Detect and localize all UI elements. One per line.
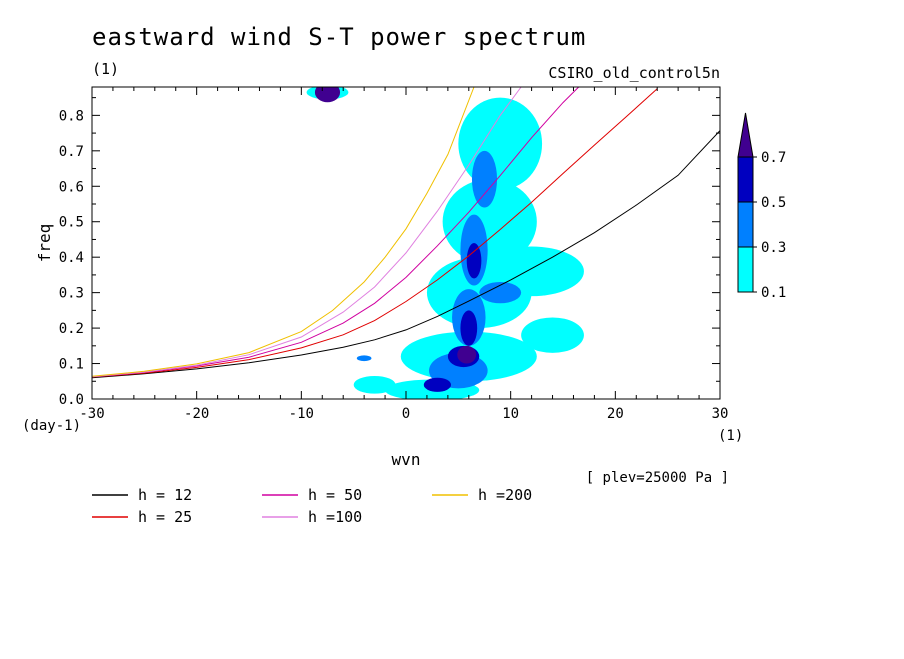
x-tick-label: 0 (402, 406, 410, 422)
contour-region-19 (314, 87, 341, 103)
contour-region-13 (479, 282, 522, 304)
x-tick-label: 20 (607, 406, 624, 422)
legend: h = 12 h = 25 h = 50 h =100 h =200 (92, 486, 532, 526)
legend-label-4: h =200 (478, 486, 532, 504)
legend-label-1: h = 25 (138, 508, 192, 526)
y-tick-label: 0.4 (59, 250, 84, 266)
x-tick-label: 30 (712, 406, 729, 422)
contour-region-17 (423, 377, 452, 392)
curve-2 (92, 87, 580, 378)
contour-region-12 (471, 150, 498, 208)
contour-region-8 (353, 375, 396, 394)
y-tick-label: 0.3 (59, 286, 84, 302)
x-tick-label: -30 (79, 406, 104, 422)
y-unit-label: (day-1) (22, 418, 81, 434)
y-tick-label: 0.0 (59, 392, 84, 408)
colorbar-label: 0.5 (761, 195, 786, 211)
y-tick-label: 0.7 (59, 144, 84, 160)
y-tick-label: 0.2 (59, 321, 84, 337)
legend-label-2: h = 50 (308, 486, 362, 504)
contour-region-20 (457, 345, 477, 364)
curve-1 (92, 88, 658, 378)
contour-region-16 (466, 243, 482, 279)
x-tick-label: -20 (184, 406, 209, 422)
legend-label-0: h = 12 (138, 486, 192, 504)
colorbar-label: 0.1 (761, 285, 786, 301)
curve-4 (92, 87, 475, 377)
colorbar-extend-arrow (737, 112, 754, 158)
legend-label-3: h =100 (308, 508, 362, 526)
x-tick-label: -10 (289, 406, 314, 422)
y-tick-label: 0.5 (59, 215, 84, 231)
x-unit-label: (1) (718, 428, 743, 444)
colorbar-label: 0.7 (761, 150, 786, 166)
contour-fill-layer (306, 87, 584, 399)
curve-0 (92, 130, 720, 379)
contour-region-18 (460, 310, 478, 346)
y-tick-label: 0.1 (59, 357, 84, 373)
y-tick-label: 0.6 (59, 179, 84, 195)
colorbar-label: 0.3 (761, 240, 786, 256)
x-axis-label: wvn (392, 450, 421, 469)
colorbar-band-0 (737, 246, 754, 293)
curve-3 (92, 87, 522, 378)
chart-subtitle-left: (1) (92, 60, 119, 78)
y-axis-ticks: 0.0 0.1 0.2 0.3 0.4 0.5 0.6 0.7 0.8 (59, 97, 720, 408)
chart-subtitle-right: CSIRO_old_control5n (548, 64, 720, 82)
colorbar-band-1 (737, 201, 754, 248)
chart-title: eastward wind S-T power spectrum (92, 23, 586, 51)
y-axis-label: freq (35, 224, 54, 263)
x-tick-label: 10 (502, 406, 519, 422)
plev-annotation: [ plev=25000 Pa ] (586, 470, 729, 486)
colorbar: 0.1 0.3 0.5 0.7 (737, 112, 786, 301)
contour-region-7 (521, 317, 584, 353)
dispersion-curves (92, 87, 720, 379)
x-axis-ticks: -30 -20 -10 0 10 20 30 (79, 87, 728, 422)
contour-region-14 (356, 355, 372, 362)
y-tick-label: 0.8 (59, 108, 84, 124)
colorbar-band-2 (737, 156, 754, 203)
